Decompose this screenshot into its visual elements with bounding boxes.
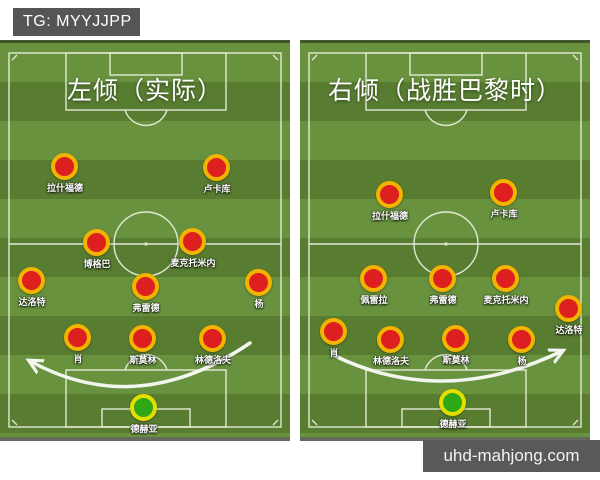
player-marker bbox=[132, 273, 159, 300]
player-name: 拉什福德 bbox=[371, 211, 409, 221]
player-name: 杨 bbox=[254, 299, 264, 309]
site-watermark-label: uhd-mahjong.com bbox=[443, 446, 580, 465]
player-marker bbox=[18, 267, 45, 294]
player-name: 肖 bbox=[329, 348, 339, 358]
player-name: 佩雷拉 bbox=[360, 295, 388, 305]
player-marker bbox=[429, 265, 456, 292]
pitch-left: 左倾（实际） 拉什福德 卢卡库博格巴 麦克托米内达洛特弗雷德 杨肖 斯莫林 林德洛夫德赫亚 bbox=[0, 40, 290, 441]
corner-marks bbox=[311, 54, 579, 426]
pitch-boundary bbox=[308, 52, 582, 428]
player-marker bbox=[360, 265, 387, 292]
player-name: 杨 bbox=[517, 356, 527, 366]
formation-title-right: 右倾（战胜巴黎时） bbox=[327, 77, 562, 105]
goal-area-top bbox=[409, 52, 483, 76]
player-name: 卢卡库 bbox=[203, 184, 231, 194]
player-name: 拉什福德 bbox=[46, 183, 84, 193]
shift-direction-arrow bbox=[331, 351, 562, 383]
formation-title-left: 左倾（实际） bbox=[66, 77, 223, 105]
penalty-arc-top bbox=[424, 109, 468, 127]
player-marker bbox=[490, 179, 517, 206]
pitch-markings bbox=[308, 52, 582, 428]
player-name: 斯莫林 bbox=[129, 355, 157, 365]
corner-marks bbox=[11, 54, 279, 426]
player-marker bbox=[245, 269, 272, 296]
player-name: 达洛特 bbox=[555, 325, 583, 335]
player-name: 林德洛夫 bbox=[194, 355, 232, 365]
penalty-arc-bottom bbox=[124, 353, 168, 371]
player-marker bbox=[64, 324, 91, 351]
player-marker bbox=[377, 326, 404, 353]
player-name: 德赫亚 bbox=[130, 424, 158, 434]
player-name: 博格巴 bbox=[83, 259, 111, 269]
player-name: 林德洛夫 bbox=[372, 356, 410, 366]
player-marker bbox=[376, 181, 403, 208]
center-spot bbox=[444, 242, 448, 246]
player-marker bbox=[508, 326, 535, 353]
player-marker bbox=[442, 325, 469, 352]
goalkeeper-marker bbox=[130, 394, 157, 421]
player-name: 肖 bbox=[73, 354, 83, 364]
goal-area-top bbox=[109, 52, 183, 76]
player-name: 达洛特 bbox=[18, 297, 46, 307]
pitch-right: 右倾（战胜巴黎时） 拉什福德 卢卡库佩雷拉 弗雷德 麦克托米内达洛特肖林德洛夫 斯莫林 杨… bbox=[300, 40, 590, 441]
player-name: 麦克托米内 bbox=[170, 258, 216, 268]
player-marker bbox=[555, 295, 582, 322]
player-marker bbox=[83, 229, 110, 256]
site-watermark-bar: uhd-mahjong.com bbox=[423, 440, 600, 472]
player-name: 斯莫林 bbox=[442, 355, 470, 365]
player-marker bbox=[51, 153, 78, 180]
shift-direction-arrow bbox=[30, 341, 252, 389]
telegram-tag-label: TG: MYYJJPP bbox=[23, 13, 132, 30]
telegram-tag-bar: TG: MYYJJPP bbox=[13, 8, 140, 36]
player-name: 卢卡库 bbox=[490, 209, 518, 219]
player-marker bbox=[199, 325, 226, 352]
player-name: 弗雷德 bbox=[429, 295, 457, 305]
player-name: 德赫亚 bbox=[439, 419, 467, 429]
player-name: 麦克托米内 bbox=[483, 295, 529, 305]
player-marker bbox=[320, 318, 347, 345]
player-marker bbox=[203, 154, 230, 181]
penalty-arc-top bbox=[124, 109, 168, 127]
player-marker bbox=[492, 265, 519, 292]
player-name: 弗雷德 bbox=[132, 303, 160, 313]
center-spot bbox=[144, 242, 148, 246]
player-marker bbox=[179, 228, 206, 255]
penalty-arc-bottom bbox=[424, 353, 468, 371]
goalkeeper-marker bbox=[439, 389, 466, 416]
player-marker bbox=[129, 325, 156, 352]
